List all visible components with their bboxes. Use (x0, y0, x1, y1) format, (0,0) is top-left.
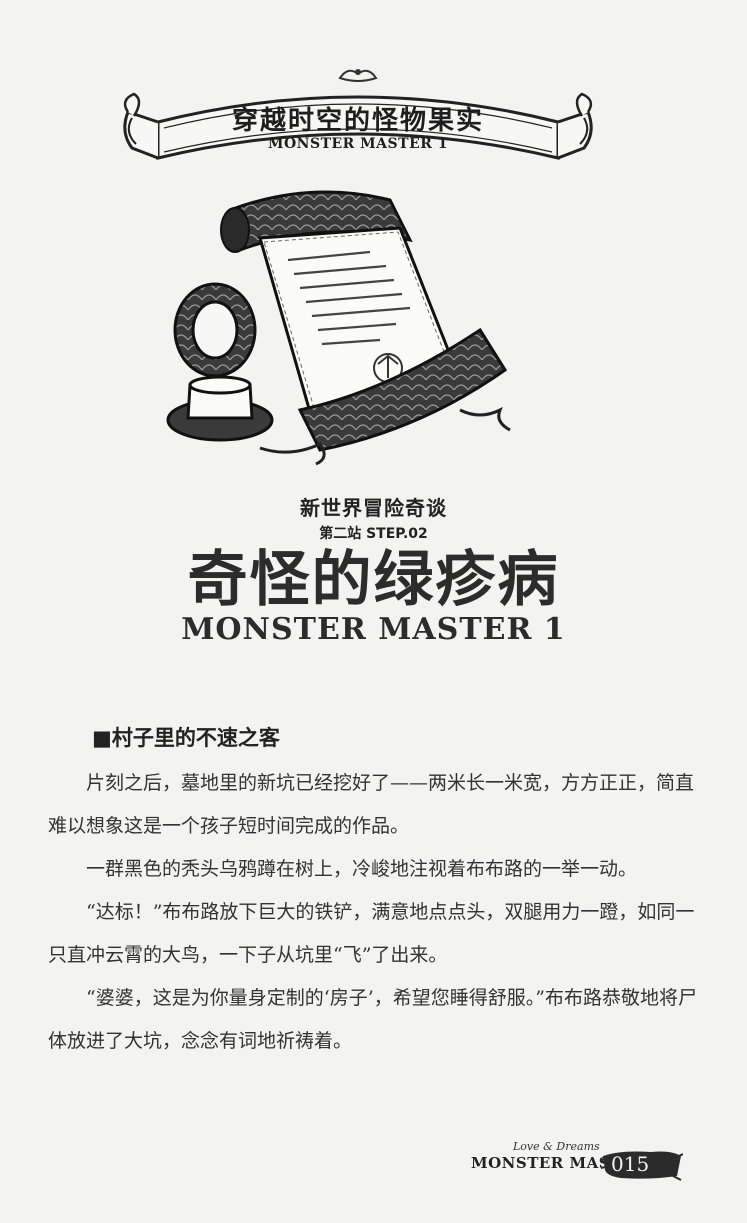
banner-subtitle: MONSTER MASTER 1 (267, 136, 448, 152)
brush-stroke-icon (601, 1151, 683, 1181)
title-banner: 穿越时空的怪物果实 MONSTER MASTER 1 (118, 62, 598, 182)
scroll-with-hat-icon (166, 190, 511, 466)
page-number: 015 (611, 1152, 650, 1176)
footer-tagline: Love & Dreams (513, 1140, 600, 1153)
paragraph: “婆婆，这是为你量身定制的‘房子’，希望您睡得舒服。”布布路恭敬地将尸体放进了大… (48, 987, 698, 1052)
paragraph: 片刻之后，墓地里的新坑已经挖好了——两米长一米宽，方方正正，简直难以想象这是一个… (48, 772, 695, 837)
series-title: 新世界冒险奇谈 (300, 496, 447, 520)
paragraph: 一群黑色的秃头乌鸦蹲在树上，冷峻地注视着布布路的一举一动。 (86, 858, 638, 880)
step-label: 第二站 STEP.02 (319, 526, 428, 542)
chapter-subtitle: MONSTER MASTER 1 (181, 612, 566, 647)
banner-title: 穿越时空的怪物果实 (231, 106, 484, 136)
page-footer: Love & Dreams MONSTER MASTER 015 (471, 1138, 711, 1188)
body-text: 片刻之后，墓地里的新坑已经挖好了——两米长一米宽，方方正正，简直难以想象这是一个… (48, 762, 698, 1063)
paragraph: “达标！”布布路放下巨大的铁铲，满意地点点头，双腿用力一蹬，如同一只直冲云霄的大… (48, 901, 695, 966)
ribbon-icon (123, 69, 593, 160)
chapter-title: 奇怪的绿疹病 (187, 545, 560, 615)
section-heading: ■村子里的不速之客 (92, 726, 280, 750)
scroll-illustration (160, 180, 560, 480)
